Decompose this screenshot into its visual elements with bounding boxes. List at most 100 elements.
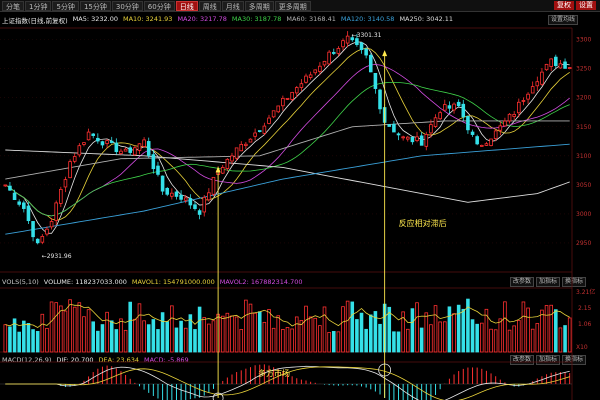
volume-bar (359, 312, 364, 353)
candle-body (345, 35, 350, 44)
candle-body (419, 135, 424, 146)
legend-item: MAVOL1: 154791000.000 (131, 278, 215, 286)
volume-bar (234, 316, 239, 353)
candle-body (530, 86, 535, 94)
period-tab[interactable]: 分笔 (2, 0, 24, 11)
candle-body (253, 132, 257, 137)
volume-bar (429, 324, 433, 353)
volume-bar (77, 302, 82, 353)
volume-bar (17, 331, 21, 353)
toolbar-button[interactable]: 设置 (576, 1, 596, 10)
volume-bar (188, 314, 193, 353)
volume-bar (567, 317, 572, 353)
ma250-line (5, 149, 570, 203)
toolbar-button[interactable]: 复权 (554, 1, 574, 10)
volume-bar (484, 308, 489, 353)
volume-bar (401, 311, 405, 353)
volume-bar (68, 299, 72, 353)
volume-bar (526, 307, 530, 353)
volume-bar (535, 323, 540, 353)
indicator-button[interactable]: 换指标 (562, 277, 587, 287)
volume-bar (3, 324, 8, 353)
period-tab[interactable]: 更多周期 (274, 0, 311, 11)
volume-bar (512, 325, 516, 353)
volume-bar (151, 319, 156, 353)
volume-bar (299, 319, 304, 353)
volume-bar (405, 328, 410, 353)
legend-item: MA20: 3217.78 (177, 15, 227, 23)
candle-body (281, 97, 285, 107)
candle-body (535, 81, 540, 87)
legend-item: MA120: 3140.58 (340, 15, 395, 23)
candle-body (142, 139, 146, 147)
volume-bar (387, 306, 392, 353)
volume-bar (45, 327, 49, 353)
candle-body (63, 179, 68, 188)
indicator-button[interactable]: 加指标 (536, 277, 561, 287)
candle-body (49, 221, 54, 228)
candle-body (415, 136, 419, 142)
candle-body (220, 166, 225, 174)
ma120-line (5, 143, 570, 235)
candle-body (45, 228, 49, 235)
legend-item: VOLS(5,10) (2, 278, 39, 286)
volume-bar (341, 306, 345, 353)
candle-body (156, 165, 160, 175)
volume-bar (392, 331, 396, 353)
volume-bar (183, 327, 188, 353)
low-label: ←2931.96 (42, 253, 72, 260)
volume-tick-label: 2.15 (578, 305, 592, 312)
indicator-button[interactable]: 换指标 (562, 355, 587, 365)
volume-bar (86, 309, 91, 353)
period-tab[interactable]: 15分钟 (79, 0, 111, 11)
volume-bar (72, 306, 77, 353)
period-tab[interactable]: 1分钟 (25, 0, 52, 11)
volume-bar (355, 319, 359, 353)
volume-bar (96, 330, 100, 353)
volume-bar (345, 300, 350, 353)
indicator-button[interactable]: 改参数 (510, 355, 535, 365)
period-tab[interactable]: 30分钟 (111, 0, 143, 11)
price-tick-label: 3250 (576, 66, 591, 73)
volume-bar (142, 320, 146, 353)
volume-bar (100, 324, 105, 353)
candle-body (433, 117, 438, 127)
indicator-button[interactable]: 改参数 (510, 277, 535, 287)
volume-bar (442, 321, 447, 353)
period-tab[interactable]: 60分钟 (143, 0, 175, 11)
indicator-button[interactable]: 加指标 (536, 355, 561, 365)
period-tab[interactable]: 多周期 (244, 0, 274, 11)
volume-bar (31, 329, 35, 353)
volume-bar (207, 323, 211, 353)
candle-body (174, 191, 179, 197)
volume-bar (498, 318, 503, 353)
candle-body (512, 114, 516, 117)
candle-body (234, 147, 239, 159)
candle-body (146, 141, 151, 156)
candle-body (392, 123, 396, 133)
candle-body (244, 143, 248, 146)
price-tick-label: 3100 (576, 153, 591, 160)
volume-bar (156, 329, 160, 353)
period-tab[interactable]: 周线 (198, 0, 221, 11)
main-legend: 上证指数(日线,前复权) MA5: 3232.00 MA10: 3241.93 MA… (2, 15, 453, 25)
legend-item: DIF: 20.700 (56, 356, 94, 364)
period-tab[interactable]: 月线 (221, 0, 244, 11)
candle-body (540, 71, 544, 85)
toolbar-right: 复权 设置 (554, 1, 596, 10)
candle-body (91, 133, 95, 136)
arrow-up-icon (215, 166, 221, 173)
period-tab[interactable]: 5分钟 (52, 0, 79, 11)
ma10-line (5, 47, 570, 221)
volume-bar (12, 318, 17, 353)
candle-body (304, 75, 308, 83)
macd-legend: MACD(12,26,9) DIF: 20.700 DEA: 23.634 MACD:… (2, 356, 189, 364)
period-tab[interactable]: 日线 (175, 0, 198, 11)
candle-body (368, 54, 373, 73)
set-ma-button[interactable]: 设置均线 (548, 15, 579, 25)
volume-bar (493, 329, 498, 353)
candle-body (262, 125, 267, 134)
volume-bar (480, 322, 484, 353)
volume-bar (230, 315, 234, 353)
volume-bar (267, 309, 271, 353)
